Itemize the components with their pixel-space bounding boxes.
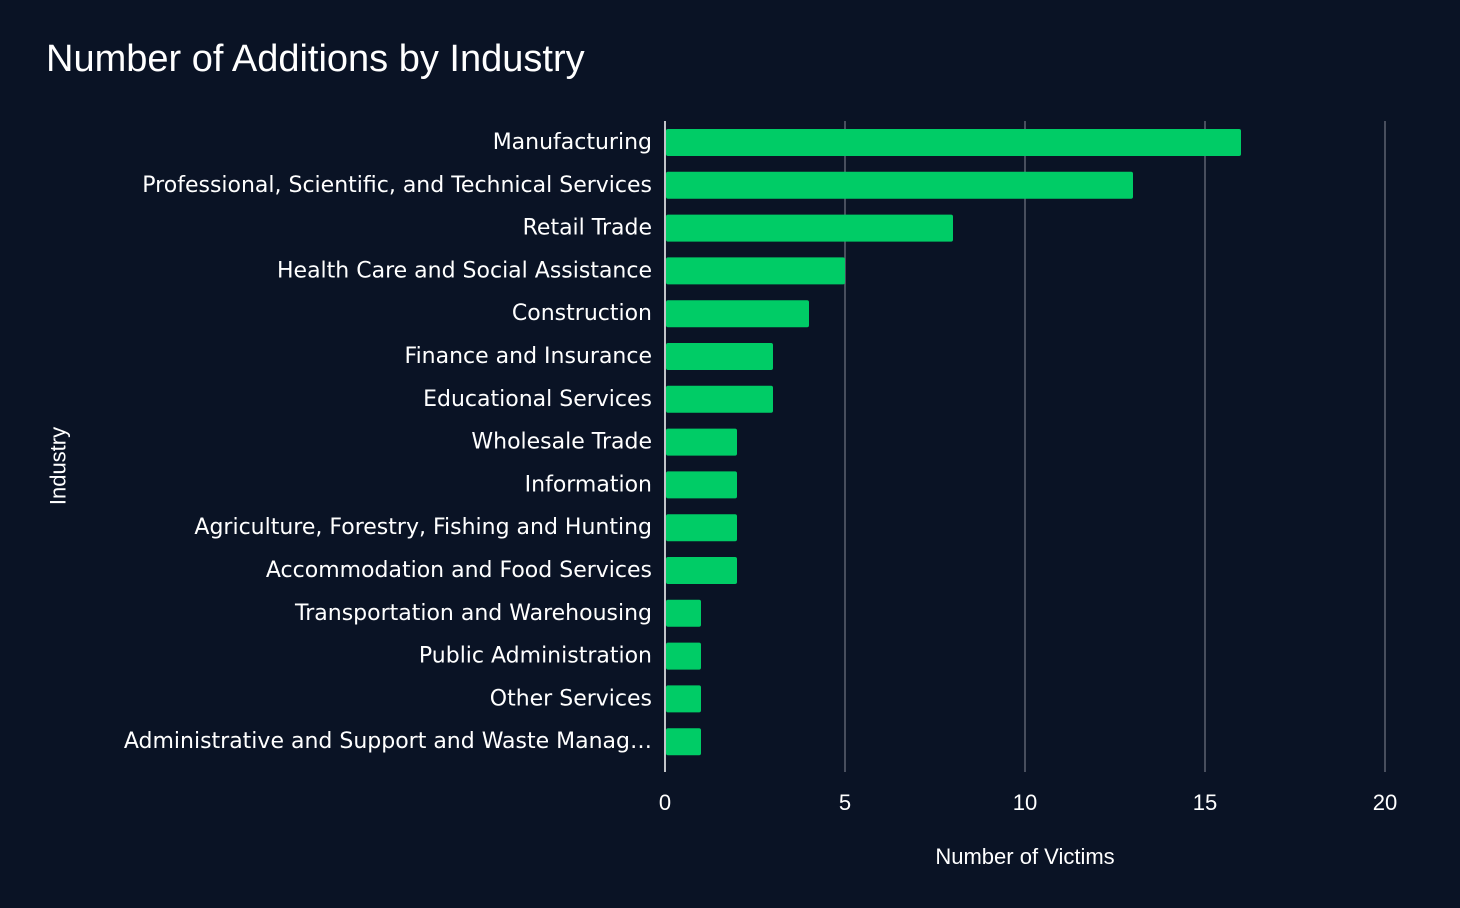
bar	[666, 214, 953, 242]
bars	[666, 129, 1241, 756]
bar	[666, 300, 809, 328]
x-tick-label: 10	[1013, 790, 1037, 815]
category-label: Accommodation and Food Services	[266, 558, 652, 583]
category-label: Manufacturing	[493, 130, 652, 155]
bar	[666, 685, 701, 713]
bar	[666, 642, 701, 670]
category-label: Educational Services	[423, 387, 652, 412]
bar	[666, 471, 737, 499]
bar	[666, 171, 1133, 199]
category-label: Transportation and Warehousing	[294, 601, 652, 626]
x-tick-label: 15	[1193, 790, 1217, 815]
bar	[666, 343, 773, 370]
bar	[666, 129, 1241, 156]
category-labels: Manufacturing Professional, Scientific, a…	[124, 130, 652, 754]
bar	[666, 728, 701, 756]
bar	[666, 514, 737, 542]
category-label: Wholesale Trade	[471, 430, 652, 455]
category-label: Other Services	[490, 686, 652, 711]
bar	[666, 557, 737, 584]
category-label: Health Care and Social Assistance	[277, 258, 652, 283]
bar	[666, 257, 845, 285]
category-label: Public Administration	[419, 644, 652, 669]
category-label: Construction	[512, 301, 652, 326]
y-axis-title: Industry	[46, 427, 71, 505]
bar	[666, 599, 701, 627]
x-tick-label: 20	[1373, 790, 1397, 815]
category-label: Information	[525, 472, 652, 497]
x-tick-label: 0	[659, 790, 671, 815]
category-label: Professional, Scientific, and Technical …	[142, 173, 652, 198]
x-axis-title: Number of Victims	[935, 844, 1114, 869]
category-label: Agriculture, Forestry, Fishing and Hunti…	[194, 515, 652, 540]
bar	[666, 428, 737, 456]
category-label: Administrative and Support and Waste Man…	[124, 729, 652, 754]
chart-title: Number of Additions by Industry	[46, 38, 585, 80]
x-tick-label: 5	[839, 790, 851, 815]
category-label: Retail Trade	[523, 216, 652, 241]
x-tick-labels: 0 5 10 15 20	[659, 790, 1397, 815]
category-label: Finance and Insurance	[405, 344, 652, 369]
bar	[666, 385, 773, 413]
